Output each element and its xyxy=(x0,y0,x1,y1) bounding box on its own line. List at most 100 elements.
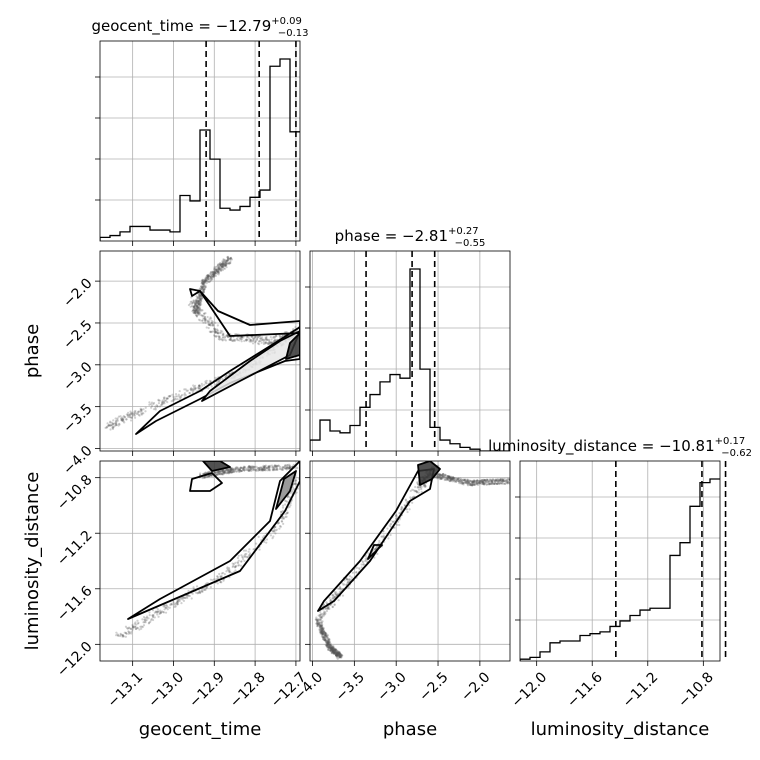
sample-point xyxy=(400,506,403,509)
sample-point xyxy=(476,479,479,482)
sample-point xyxy=(339,656,342,659)
sample-point xyxy=(337,652,341,655)
sample-point xyxy=(247,465,251,468)
sample-point xyxy=(326,606,329,609)
sample-point xyxy=(465,478,469,481)
title-label: phase = −2.81 xyxy=(335,227,448,245)
sample-point xyxy=(245,336,249,339)
sample-point xyxy=(209,324,212,327)
sample-point xyxy=(447,478,450,482)
sample-point xyxy=(221,571,225,575)
sample-point xyxy=(198,311,201,314)
title-luminosity_distance: luminosity_distance = −10.81+0.17 −0.62 xyxy=(488,436,752,459)
sample-point xyxy=(485,483,488,486)
sample-point xyxy=(264,342,267,345)
sample-point xyxy=(263,468,266,471)
sample-point xyxy=(448,475,451,479)
sample-point xyxy=(326,641,329,644)
sample-point xyxy=(457,479,460,483)
sample-point xyxy=(333,651,337,654)
sample-point xyxy=(239,337,242,340)
sample-point xyxy=(138,628,141,631)
sample-point xyxy=(201,284,204,287)
sample-point xyxy=(453,480,456,483)
sample-point xyxy=(191,310,194,313)
sample-point xyxy=(338,653,342,656)
sample-point xyxy=(224,262,227,265)
sample-point xyxy=(201,285,205,288)
sample-point xyxy=(228,372,231,375)
sample-point xyxy=(197,386,200,389)
sample-point xyxy=(469,483,472,487)
sample-point xyxy=(274,335,277,338)
sample-point xyxy=(317,618,320,621)
sample-point xyxy=(225,469,228,472)
sample-point xyxy=(267,464,270,468)
sample-point xyxy=(461,482,465,485)
sample-point xyxy=(438,475,442,479)
sample-point xyxy=(211,324,214,327)
sample-point xyxy=(215,271,218,275)
sample-point xyxy=(448,475,451,479)
sample-point xyxy=(417,488,421,491)
sample-point xyxy=(317,622,320,625)
sample-point xyxy=(321,635,324,639)
sample-point xyxy=(337,599,340,602)
sample-point xyxy=(220,263,224,266)
sample-point xyxy=(257,469,260,472)
sample-point xyxy=(440,475,443,479)
sample-point xyxy=(204,319,207,322)
sample-point xyxy=(205,279,208,283)
sample-point xyxy=(223,262,226,265)
sample-point xyxy=(499,482,502,485)
sample-point xyxy=(194,303,197,306)
sample-point xyxy=(179,597,182,600)
sample-point xyxy=(216,470,219,473)
sample-point xyxy=(244,555,247,558)
sample-point xyxy=(260,336,264,339)
sample-point xyxy=(449,478,452,481)
sample-point xyxy=(322,635,325,639)
sample-point xyxy=(182,596,185,599)
sample-point xyxy=(294,479,297,482)
sample-point xyxy=(456,477,460,481)
sample-point xyxy=(215,473,219,476)
sample-point xyxy=(411,496,415,499)
sample-point xyxy=(482,482,486,486)
sample-point xyxy=(248,466,251,469)
sample-point xyxy=(220,265,223,268)
sample-point xyxy=(158,405,162,408)
sample-point xyxy=(273,466,276,469)
sample-point xyxy=(335,653,338,657)
sample-point xyxy=(262,465,265,469)
sample-point xyxy=(476,479,479,482)
sample-point xyxy=(206,274,210,277)
sample-point xyxy=(438,473,441,476)
sample-point xyxy=(209,578,212,581)
sample-point xyxy=(209,316,212,319)
sample-point xyxy=(192,586,195,589)
sample-point xyxy=(491,481,494,484)
sample-point xyxy=(472,479,475,482)
sample-point xyxy=(326,642,329,645)
sample-point xyxy=(231,467,235,471)
sample-point xyxy=(330,647,333,650)
sample-point xyxy=(200,281,203,285)
sample-point xyxy=(133,412,136,415)
sample-point xyxy=(317,618,320,622)
sample-point xyxy=(267,342,270,345)
sample-point xyxy=(230,467,233,470)
sample-point xyxy=(409,496,412,499)
sample-point xyxy=(471,484,474,487)
sample-point xyxy=(216,332,220,335)
sample-point xyxy=(150,404,154,408)
sample-point xyxy=(129,416,132,419)
sample-point xyxy=(201,288,205,292)
sample-point xyxy=(321,628,324,631)
sample-point xyxy=(236,339,239,342)
sample-point xyxy=(273,468,276,472)
sample-point xyxy=(338,652,341,655)
sample-point xyxy=(348,579,351,583)
sample-point xyxy=(190,388,193,391)
sample-point xyxy=(223,471,226,474)
